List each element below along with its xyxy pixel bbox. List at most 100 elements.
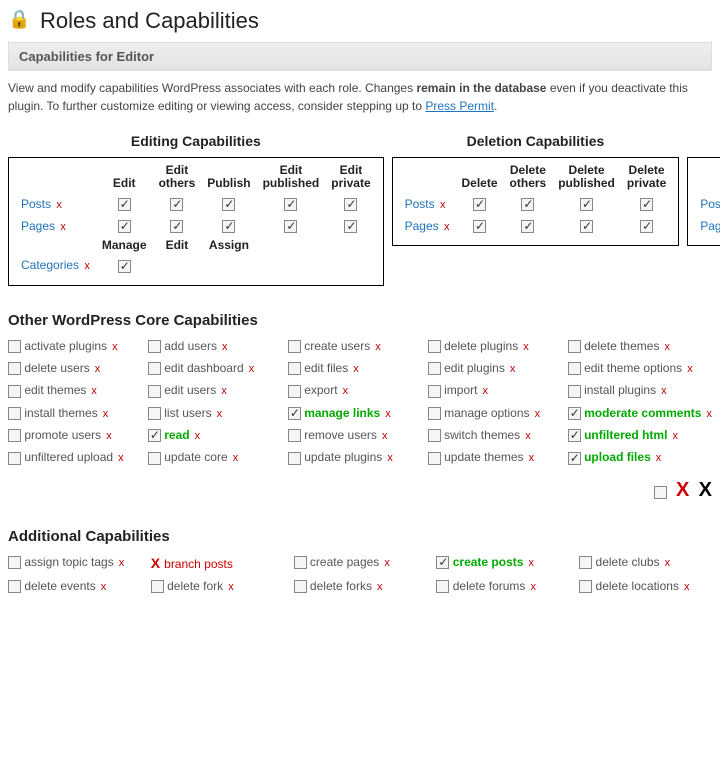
capability-checkbox[interactable]: [568, 340, 581, 353]
capability-checkbox[interactable]: [148, 340, 161, 353]
capability-checkbox[interactable]: [436, 556, 449, 569]
row-delete-icon[interactable]: x: [444, 221, 450, 233]
remove-cap-icon[interactable]: x: [653, 452, 662, 464]
remove-cap-icon[interactable]: x: [661, 341, 670, 353]
capability-checkbox[interactable]: [568, 385, 581, 398]
remove-cap-icon[interactable]: x: [374, 581, 383, 593]
capability-checkbox[interactable]: [284, 220, 297, 233]
capability-checkbox[interactable]: [580, 220, 593, 233]
press-permit-link[interactable]: Press Permit: [425, 99, 494, 113]
remove-cap-icon[interactable]: x: [384, 452, 393, 464]
row-delete-icon[interactable]: x: [56, 199, 62, 211]
capability-checkbox[interactable]: [580, 198, 593, 211]
capability-checkbox[interactable]: [148, 362, 161, 375]
remove-cap-icon[interactable]: x: [109, 341, 118, 353]
capability-checkbox[interactable]: [294, 580, 307, 593]
capability-checkbox[interactable]: [428, 340, 441, 353]
remove-cap-icon[interactable]: x: [214, 408, 223, 420]
capability-checkbox[interactable]: [473, 220, 486, 233]
remove-cap-icon[interactable]: x: [381, 557, 390, 569]
capability-checkbox[interactable]: [428, 362, 441, 375]
type-link[interactable]: Pages: [21, 219, 55, 233]
capability-checkbox[interactable]: [148, 407, 161, 420]
remove-cap-icon[interactable]: x: [681, 581, 690, 593]
capability-checkbox[interactable]: [148, 385, 161, 398]
capability-checkbox[interactable]: [148, 452, 161, 465]
capability-checkbox[interactable]: [579, 580, 592, 593]
capability-checkbox[interactable]: [640, 198, 653, 211]
row-delete-icon[interactable]: x: [440, 199, 446, 211]
capability-checkbox[interactable]: [8, 407, 21, 420]
capability-checkbox[interactable]: [640, 220, 653, 233]
remove-cap-icon[interactable]: x: [192, 430, 201, 442]
type-link[interactable]: Pages: [700, 219, 720, 233]
remove-cap-icon[interactable]: x: [703, 408, 712, 420]
capability-checkbox[interactable]: [8, 580, 21, 593]
capability-checkbox[interactable]: [222, 220, 235, 233]
remove-cap-icon[interactable]: x: [88, 385, 97, 397]
remove-cap-icon[interactable]: x: [379, 430, 388, 442]
remove-cap-icon[interactable]: x: [225, 581, 234, 593]
remove-cap-icon[interactable]: x: [116, 557, 125, 569]
remove-cap-icon[interactable]: X: [151, 555, 160, 571]
remove-cap-icon[interactable]: x: [340, 385, 349, 397]
capability-checkbox[interactable]: [568, 429, 581, 442]
capability-checkbox[interactable]: [222, 198, 235, 211]
capability-checkbox[interactable]: [428, 429, 441, 442]
capability-checkbox[interactable]: [428, 407, 441, 420]
capability-checkbox[interactable]: [344, 198, 357, 211]
remove-cap-icon[interactable]: x: [98, 581, 107, 593]
capability-checkbox[interactable]: [428, 385, 441, 398]
bulk-delete-black-button[interactable]: X: [699, 479, 712, 501]
capability-checkbox[interactable]: [288, 429, 301, 442]
capability-checkbox[interactable]: [436, 580, 449, 593]
remove-cap-icon[interactable]: x: [372, 341, 381, 353]
bulk-select-checkbox[interactable]: [654, 486, 667, 499]
remove-cap-icon[interactable]: x: [527, 581, 536, 593]
bulk-delete-red-button[interactable]: X: [676, 479, 689, 501]
capability-checkbox[interactable]: [288, 407, 301, 420]
remove-cap-icon[interactable]: x: [662, 557, 671, 569]
remove-cap-icon[interactable]: x: [684, 363, 693, 375]
capability-checkbox[interactable]: [118, 260, 131, 273]
remove-cap-icon[interactable]: x: [658, 385, 667, 397]
capability-checkbox[interactable]: [568, 407, 581, 420]
remove-cap-icon[interactable]: x: [382, 408, 391, 420]
capability-checkbox[interactable]: [170, 220, 183, 233]
remove-cap-icon[interactable]: x: [100, 408, 109, 420]
remove-cap-icon[interactable]: x: [507, 363, 516, 375]
capability-checkbox[interactable]: [521, 220, 534, 233]
remove-cap-icon[interactable]: x: [350, 363, 359, 375]
capability-checkbox[interactable]: [8, 556, 21, 569]
capability-checkbox[interactable]: [8, 429, 21, 442]
capability-checkbox[interactable]: [568, 362, 581, 375]
remove-cap-icon[interactable]: x: [479, 385, 488, 397]
remove-cap-icon[interactable]: x: [522, 430, 531, 442]
remove-cap-icon[interactable]: x: [669, 430, 678, 442]
capability-checkbox[interactable]: [294, 556, 307, 569]
capability-checkbox[interactable]: [284, 198, 297, 211]
remove-cap-icon[interactable]: x: [92, 363, 101, 375]
type-link[interactable]: Posts: [21, 197, 51, 211]
capability-checkbox[interactable]: [579, 556, 592, 569]
remove-cap-icon[interactable]: x: [230, 452, 239, 464]
capability-checkbox[interactable]: [8, 362, 21, 375]
capability-checkbox[interactable]: [428, 452, 441, 465]
remove-cap-icon[interactable]: x: [525, 557, 534, 569]
capability-checkbox[interactable]: [118, 198, 131, 211]
row-delete-icon[interactable]: x: [84, 260, 90, 272]
capability-checkbox[interactable]: [288, 362, 301, 375]
remove-cap-icon[interactable]: x: [526, 452, 535, 464]
row-delete-icon[interactable]: x: [60, 221, 66, 233]
type-link[interactable]: Posts: [700, 197, 720, 211]
capability-checkbox[interactable]: [170, 198, 183, 211]
capability-checkbox[interactable]: [521, 198, 534, 211]
remove-cap-icon[interactable]: x: [520, 341, 529, 353]
capability-checkbox[interactable]: [473, 198, 486, 211]
capability-checkbox[interactable]: [568, 452, 581, 465]
capability-checkbox[interactable]: [288, 385, 301, 398]
remove-cap-icon[interactable]: x: [218, 385, 227, 397]
capability-checkbox[interactable]: [148, 429, 161, 442]
capability-checkbox[interactable]: [151, 580, 164, 593]
capability-checkbox[interactable]: [8, 385, 21, 398]
